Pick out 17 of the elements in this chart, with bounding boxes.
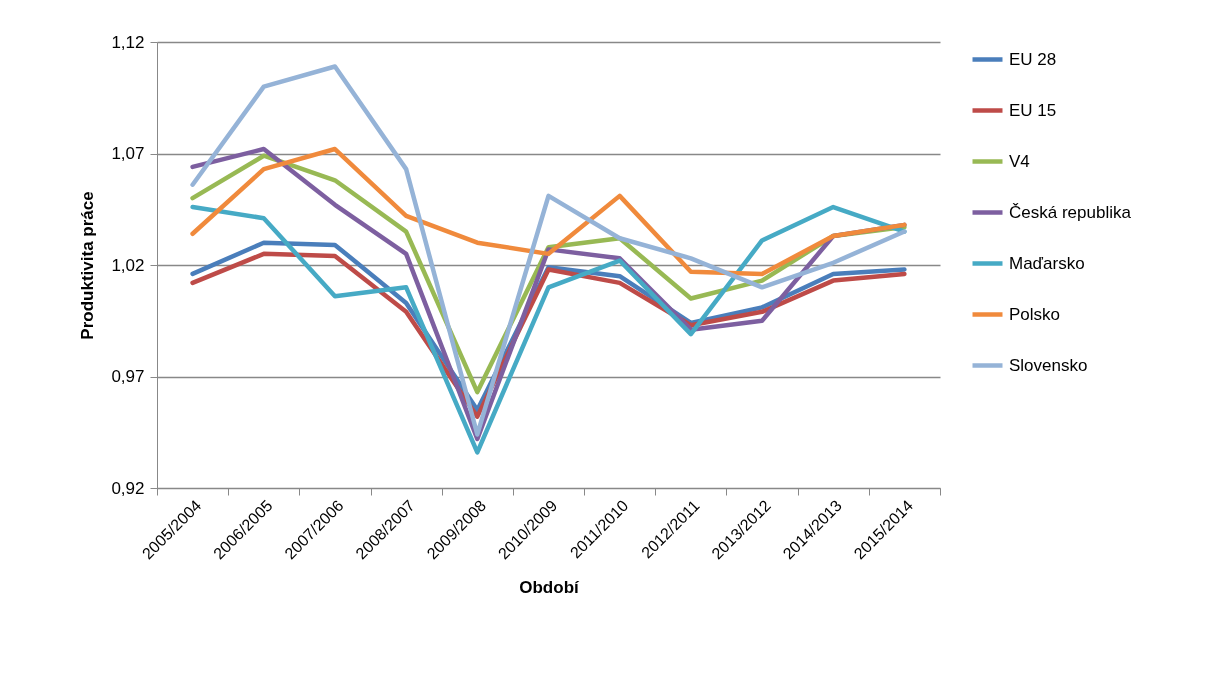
y-tick-label: 1,07 — [111, 144, 145, 163]
y-tick-label: 0,92 — [111, 478, 145, 498]
x-axis-title: Období — [519, 578, 581, 598]
y-tick-label: 1,02 — [111, 255, 145, 275]
legend-label: Polsko — [1009, 304, 1061, 324]
legend-label: Maďarsko — [1009, 253, 1085, 273]
y-tick-label: 0,97 — [111, 367, 145, 386]
line-series — [190, 146, 907, 277]
legend-label: Česká republika — [1009, 202, 1132, 222]
line-series — [190, 64, 907, 437]
line-series — [190, 204, 907, 455]
legend-label: EU 28 — [1009, 49, 1057, 69]
legend-label: Slovensko — [1009, 355, 1088, 375]
y-tick-label: 1,12 — [111, 32, 145, 52]
legend-label: V4 — [1009, 151, 1030, 171]
y-axis-title: Produktivita práce — [78, 191, 98, 340]
legend-label: EU 15 — [1009, 100, 1057, 120]
